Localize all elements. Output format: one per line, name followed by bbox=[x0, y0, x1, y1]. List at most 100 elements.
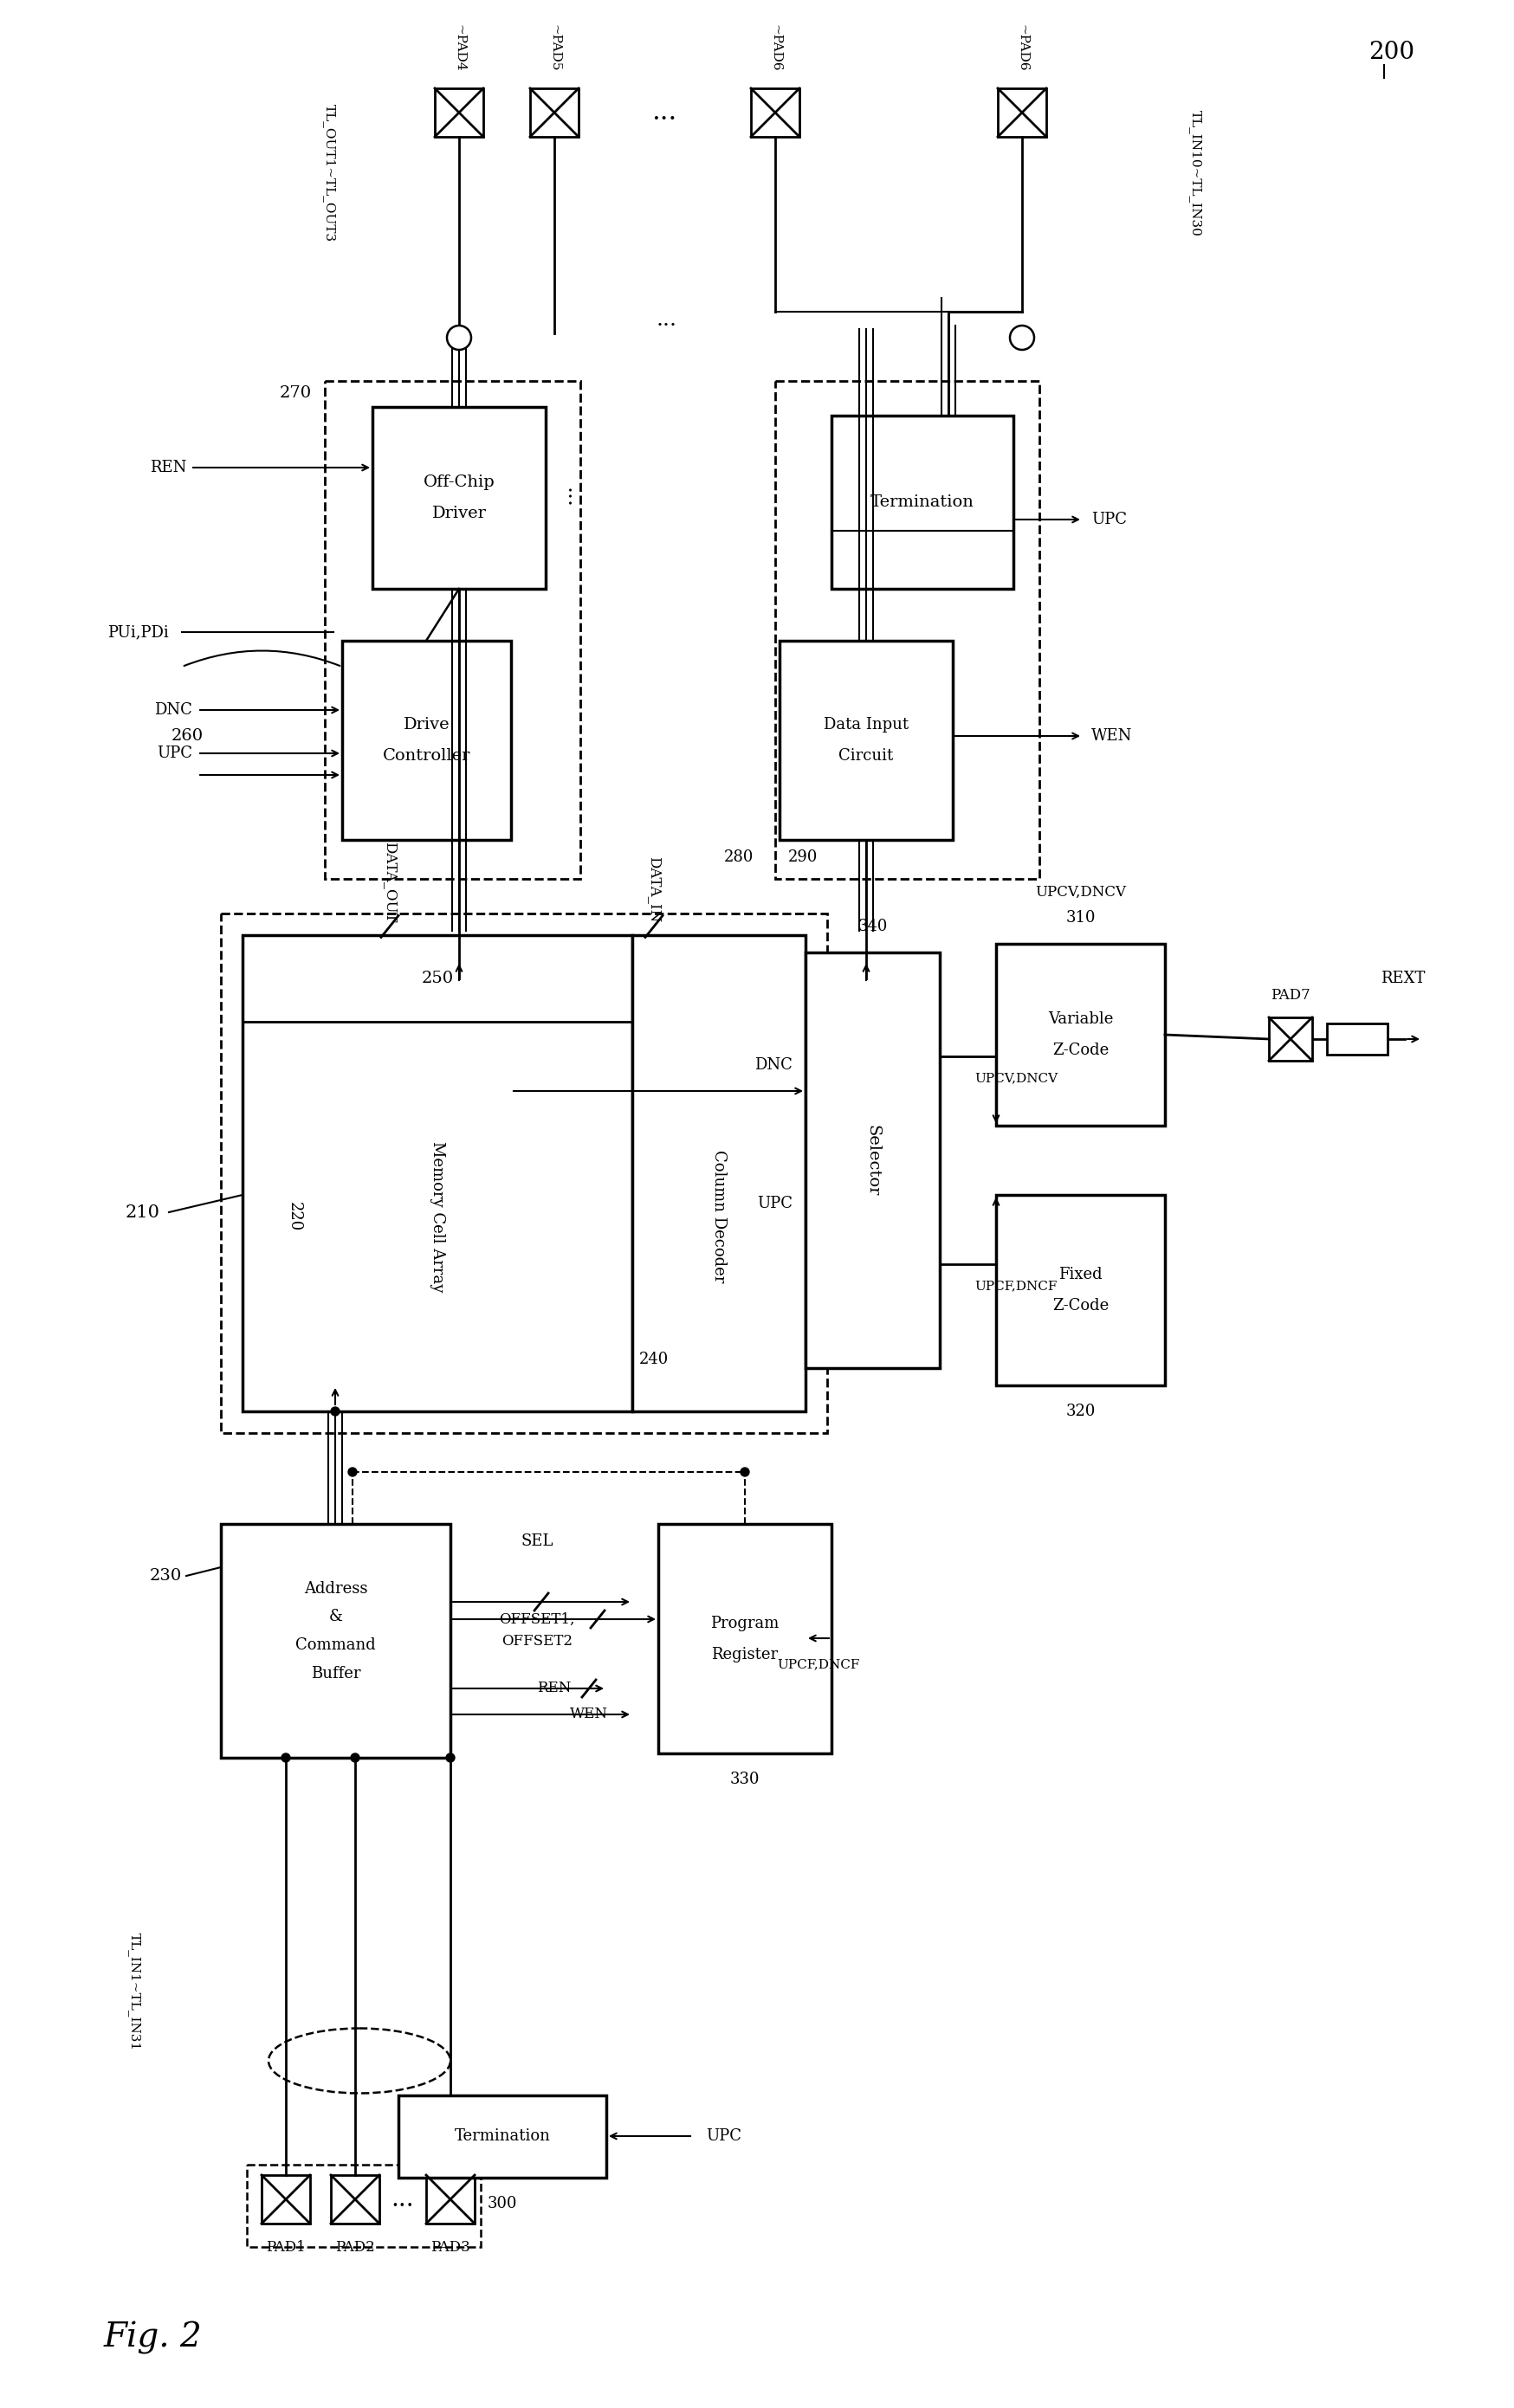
Text: 300: 300 bbox=[488, 2196, 516, 2211]
Text: 250: 250 bbox=[421, 970, 453, 987]
Bar bbox=[342, 641, 510, 840]
Text: Column Decoder: Column Decoder bbox=[710, 1151, 727, 1283]
Bar bbox=[775, 380, 1039, 879]
Text: Selector: Selector bbox=[864, 1125, 880, 1197]
Text: Driver: Driver bbox=[431, 506, 486, 520]
Text: 260: 260 bbox=[171, 727, 203, 744]
Text: Z-Code: Z-Code bbox=[1052, 1043, 1108, 1057]
Text: Termination: Termination bbox=[871, 494, 974, 510]
Bar bbox=[324, 380, 580, 879]
Text: Fig. 2: Fig. 2 bbox=[104, 2321, 203, 2355]
Text: 220: 220 bbox=[286, 1202, 303, 1230]
Text: UPC: UPC bbox=[1090, 513, 1126, 527]
Text: UPCF,DNCF: UPCF,DNCF bbox=[974, 1279, 1057, 1291]
Text: UPCF,DNCF: UPCF,DNCF bbox=[777, 1659, 860, 1671]
Text: 310: 310 bbox=[1064, 910, 1095, 925]
Text: DNC: DNC bbox=[154, 703, 192, 718]
Circle shape bbox=[351, 1753, 359, 1763]
Bar bbox=[435, 89, 483, 137]
Bar bbox=[780, 641, 952, 840]
Circle shape bbox=[445, 1753, 454, 1763]
Text: UPCV,DNCV: UPCV,DNCV bbox=[974, 1072, 1057, 1084]
Text: Data Input: Data Input bbox=[824, 718, 908, 732]
Text: 270: 270 bbox=[280, 385, 312, 400]
Bar bbox=[1269, 1019, 1311, 1060]
Text: Variable: Variable bbox=[1048, 1011, 1113, 1026]
Bar bbox=[330, 2174, 378, 2223]
Text: PUi,PDi: PUi,PDi bbox=[107, 624, 168, 641]
Text: UPC: UPC bbox=[706, 2129, 740, 2143]
Bar bbox=[242, 934, 631, 1411]
Text: DATA_OUT: DATA_OUT bbox=[382, 840, 397, 922]
Bar bbox=[751, 89, 799, 137]
Text: PAD2: PAD2 bbox=[335, 2239, 374, 2254]
Text: Z-Code: Z-Code bbox=[1052, 1298, 1108, 1312]
Text: TL_IN10~TL_IN30: TL_IN10~TL_IN30 bbox=[1188, 111, 1201, 236]
Text: 340: 340 bbox=[857, 920, 887, 934]
Bar bbox=[805, 954, 939, 1368]
Text: OFFSET2: OFFSET2 bbox=[501, 1633, 572, 1647]
Circle shape bbox=[348, 1466, 357, 1476]
Text: SEL: SEL bbox=[521, 1534, 553, 1548]
Text: DATA_IN: DATA_IN bbox=[646, 857, 662, 922]
Bar bbox=[996, 1194, 1164, 1385]
Text: REXT: REXT bbox=[1381, 970, 1425, 987]
Text: 200: 200 bbox=[1367, 41, 1414, 63]
Text: ~PAD5: ~PAD5 bbox=[548, 24, 560, 72]
Text: 290: 290 bbox=[787, 850, 818, 864]
Text: ...: ... bbox=[391, 2186, 413, 2211]
Bar bbox=[1326, 1023, 1387, 1055]
Text: 280: 280 bbox=[724, 850, 752, 864]
Text: Termination: Termination bbox=[454, 2129, 550, 2146]
Bar bbox=[247, 2165, 480, 2247]
Text: Command: Command bbox=[295, 1637, 375, 1652]
Text: Controller: Controller bbox=[383, 749, 471, 763]
Text: Memory Cell Array: Memory Cell Array bbox=[430, 1141, 445, 1293]
Text: 230: 230 bbox=[150, 1568, 182, 1584]
Text: WEN: WEN bbox=[569, 1707, 607, 1722]
Bar bbox=[631, 934, 805, 1411]
Bar bbox=[659, 1524, 831, 1753]
Circle shape bbox=[330, 1406, 339, 1416]
Text: &: & bbox=[329, 1609, 342, 1625]
Text: ...: ... bbox=[651, 99, 677, 125]
Text: ...: ... bbox=[656, 311, 677, 330]
Text: 240: 240 bbox=[639, 1351, 668, 1368]
Circle shape bbox=[740, 1466, 749, 1476]
Text: Off-Chip: Off-Chip bbox=[422, 474, 495, 491]
Text: ~PAD6: ~PAD6 bbox=[1016, 24, 1028, 72]
Text: Buffer: Buffer bbox=[310, 1666, 360, 1681]
Text: Register: Register bbox=[712, 1647, 778, 1662]
Text: TL_IN1~TL_IN31: TL_IN1~TL_IN31 bbox=[127, 1934, 141, 2052]
Text: PAD7: PAD7 bbox=[1270, 987, 1310, 1004]
Text: 320: 320 bbox=[1064, 1404, 1095, 1418]
Text: TL_OUT1~TL_OUT3: TL_OUT1~TL_OUT3 bbox=[322, 104, 336, 243]
Text: Address: Address bbox=[304, 1582, 368, 1597]
Circle shape bbox=[1010, 325, 1034, 349]
Bar bbox=[398, 2095, 606, 2177]
Bar bbox=[221, 1524, 450, 1758]
Bar bbox=[262, 2174, 310, 2223]
Text: 330: 330 bbox=[730, 1772, 760, 1787]
Bar bbox=[831, 417, 1013, 590]
Text: REN: REN bbox=[150, 460, 186, 474]
Text: Program: Program bbox=[710, 1616, 778, 1630]
Text: PAD1: PAD1 bbox=[266, 2239, 306, 2254]
Text: UPC: UPC bbox=[156, 746, 192, 761]
Bar bbox=[221, 913, 827, 1433]
Text: OFFSET1,: OFFSET1, bbox=[500, 1611, 574, 1625]
Text: ...: ... bbox=[562, 486, 581, 508]
Circle shape bbox=[447, 325, 471, 349]
Text: WEN: WEN bbox=[1090, 727, 1131, 744]
Bar bbox=[372, 407, 545, 590]
Text: ~PAD4: ~PAD4 bbox=[453, 24, 465, 72]
Bar bbox=[998, 89, 1046, 137]
Bar bbox=[425, 2174, 474, 2223]
Text: DNC: DNC bbox=[754, 1057, 792, 1074]
Circle shape bbox=[282, 1753, 291, 1763]
Text: ~PAD6: ~PAD6 bbox=[769, 24, 781, 72]
Text: UPCV,DNCV: UPCV,DNCV bbox=[1034, 884, 1125, 898]
Text: Circuit: Circuit bbox=[839, 749, 893, 763]
Text: Drive: Drive bbox=[403, 718, 450, 732]
Text: UPC: UPC bbox=[757, 1197, 792, 1211]
